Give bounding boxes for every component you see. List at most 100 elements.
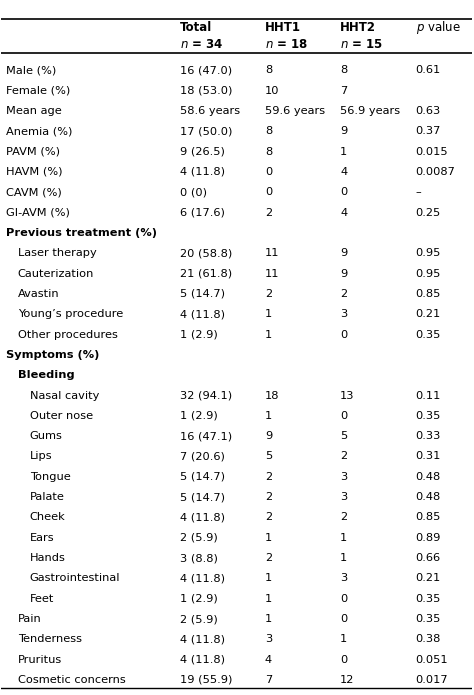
Text: Other procedures: Other procedures <box>18 329 118 340</box>
Text: 2 (5.9): 2 (5.9) <box>180 533 218 543</box>
Text: 0.37: 0.37 <box>416 126 441 136</box>
Text: 5: 5 <box>340 431 347 441</box>
Text: 0: 0 <box>340 594 347 604</box>
Text: Tenderness: Tenderness <box>18 635 82 644</box>
Text: 0.017: 0.017 <box>416 675 448 685</box>
Text: 3: 3 <box>340 492 347 502</box>
Text: 11: 11 <box>265 268 280 279</box>
Text: 1: 1 <box>340 635 347 644</box>
Text: 5 (14.7): 5 (14.7) <box>180 492 225 502</box>
Text: 4 (11.8): 4 (11.8) <box>180 512 225 523</box>
Text: 1: 1 <box>265 309 272 319</box>
Text: 0.89: 0.89 <box>416 533 441 543</box>
Text: 0: 0 <box>340 329 347 340</box>
Text: 0.48: 0.48 <box>416 492 441 502</box>
Text: 9: 9 <box>340 268 347 279</box>
Text: 18 (53.0): 18 (53.0) <box>180 85 233 96</box>
Text: 6 (17.6): 6 (17.6) <box>180 208 225 218</box>
Text: 0: 0 <box>265 167 272 177</box>
Text: 32 (94.1): 32 (94.1) <box>180 391 232 400</box>
Text: Lips: Lips <box>30 452 52 461</box>
Text: 1: 1 <box>265 329 272 340</box>
Text: 58.6 years: 58.6 years <box>180 106 240 116</box>
Text: Hands: Hands <box>30 553 65 563</box>
Text: 9: 9 <box>340 126 347 136</box>
Text: 2: 2 <box>265 492 272 502</box>
Text: 20 (58.8): 20 (58.8) <box>180 248 232 259</box>
Text: 0: 0 <box>265 188 272 197</box>
Text: 0.66: 0.66 <box>416 553 441 563</box>
Text: 0.21: 0.21 <box>416 573 441 583</box>
Text: Bleeding: Bleeding <box>18 370 74 380</box>
Text: PAVM (%): PAVM (%) <box>6 147 60 156</box>
Text: 4: 4 <box>340 167 347 177</box>
Text: 0.63: 0.63 <box>416 106 441 116</box>
Text: HHT1: HHT1 <box>265 20 301 33</box>
Text: 0.11: 0.11 <box>416 391 441 400</box>
Text: 0.95: 0.95 <box>416 248 441 259</box>
Text: –: – <box>416 188 421 197</box>
Text: 3 (8.8): 3 (8.8) <box>180 553 218 563</box>
Text: 0.35: 0.35 <box>416 329 441 340</box>
Text: 19 (55.9): 19 (55.9) <box>180 675 233 685</box>
Text: 0.38: 0.38 <box>416 635 441 644</box>
Text: 0.85: 0.85 <box>416 512 441 523</box>
Text: 2: 2 <box>265 472 272 482</box>
Text: Outer nose: Outer nose <box>30 411 93 421</box>
Text: 59.6 years: 59.6 years <box>265 106 325 116</box>
Text: 1: 1 <box>265 533 272 543</box>
Text: 1: 1 <box>340 533 347 543</box>
Text: 0.0087: 0.0087 <box>416 167 456 177</box>
Text: 10: 10 <box>265 85 280 96</box>
Text: 8: 8 <box>265 126 272 136</box>
Text: 2 (5.9): 2 (5.9) <box>180 614 218 624</box>
Text: 0 (0): 0 (0) <box>180 188 207 197</box>
Text: 0.015: 0.015 <box>416 147 448 156</box>
Text: 0: 0 <box>340 411 347 421</box>
Text: Previous treatment (%): Previous treatment (%) <box>6 228 157 238</box>
Text: 1 (2.9): 1 (2.9) <box>180 594 218 604</box>
Text: 2: 2 <box>340 289 347 299</box>
Text: Pain: Pain <box>18 614 42 624</box>
Text: Avastin: Avastin <box>18 289 59 299</box>
Text: Cheek: Cheek <box>30 512 65 523</box>
Text: 5 (14.7): 5 (14.7) <box>180 289 225 299</box>
Text: Gastrointestinal: Gastrointestinal <box>30 573 120 583</box>
Text: 0: 0 <box>340 614 347 624</box>
Text: 13: 13 <box>340 391 355 400</box>
Text: Young’s procedure: Young’s procedure <box>18 309 123 319</box>
Text: 5 (14.7): 5 (14.7) <box>180 472 225 482</box>
Text: 0.21: 0.21 <box>416 309 441 319</box>
Text: 2: 2 <box>340 452 347 461</box>
Text: 12: 12 <box>340 675 355 685</box>
Text: Gums: Gums <box>30 431 63 441</box>
Text: 16 (47.1): 16 (47.1) <box>180 431 232 441</box>
Text: 0.48: 0.48 <box>416 472 441 482</box>
Text: Nasal cavity: Nasal cavity <box>30 391 99 400</box>
Text: 3: 3 <box>340 472 347 482</box>
Text: 7: 7 <box>265 675 272 685</box>
Text: 1: 1 <box>265 614 272 624</box>
Text: Cauterization: Cauterization <box>18 268 94 279</box>
Text: $\it{p}$ value: $\it{p}$ value <box>416 19 460 36</box>
Text: Laser therapy: Laser therapy <box>18 248 97 259</box>
Text: 4 (11.8): 4 (11.8) <box>180 573 225 583</box>
Text: $\it{n}$ = 34: $\it{n}$ = 34 <box>180 38 224 51</box>
Text: Palate: Palate <box>30 492 64 502</box>
Text: 0.35: 0.35 <box>416 594 441 604</box>
Text: Feet: Feet <box>30 594 54 604</box>
Text: 0.051: 0.051 <box>416 655 448 664</box>
Text: 1 (2.9): 1 (2.9) <box>180 329 218 340</box>
Text: 1: 1 <box>265 573 272 583</box>
Text: 17 (50.0): 17 (50.0) <box>180 126 233 136</box>
Text: 21 (61.8): 21 (61.8) <box>180 268 232 279</box>
Text: 4 (11.8): 4 (11.8) <box>180 309 225 319</box>
Text: 7 (20.6): 7 (20.6) <box>180 452 225 461</box>
Text: Ears: Ears <box>30 533 54 543</box>
Text: 9: 9 <box>340 248 347 259</box>
Text: Mean age: Mean age <box>6 106 62 116</box>
Text: 2: 2 <box>265 512 272 523</box>
Text: 0: 0 <box>340 655 347 664</box>
Text: 0.35: 0.35 <box>416 614 441 624</box>
Text: 2: 2 <box>265 208 272 218</box>
